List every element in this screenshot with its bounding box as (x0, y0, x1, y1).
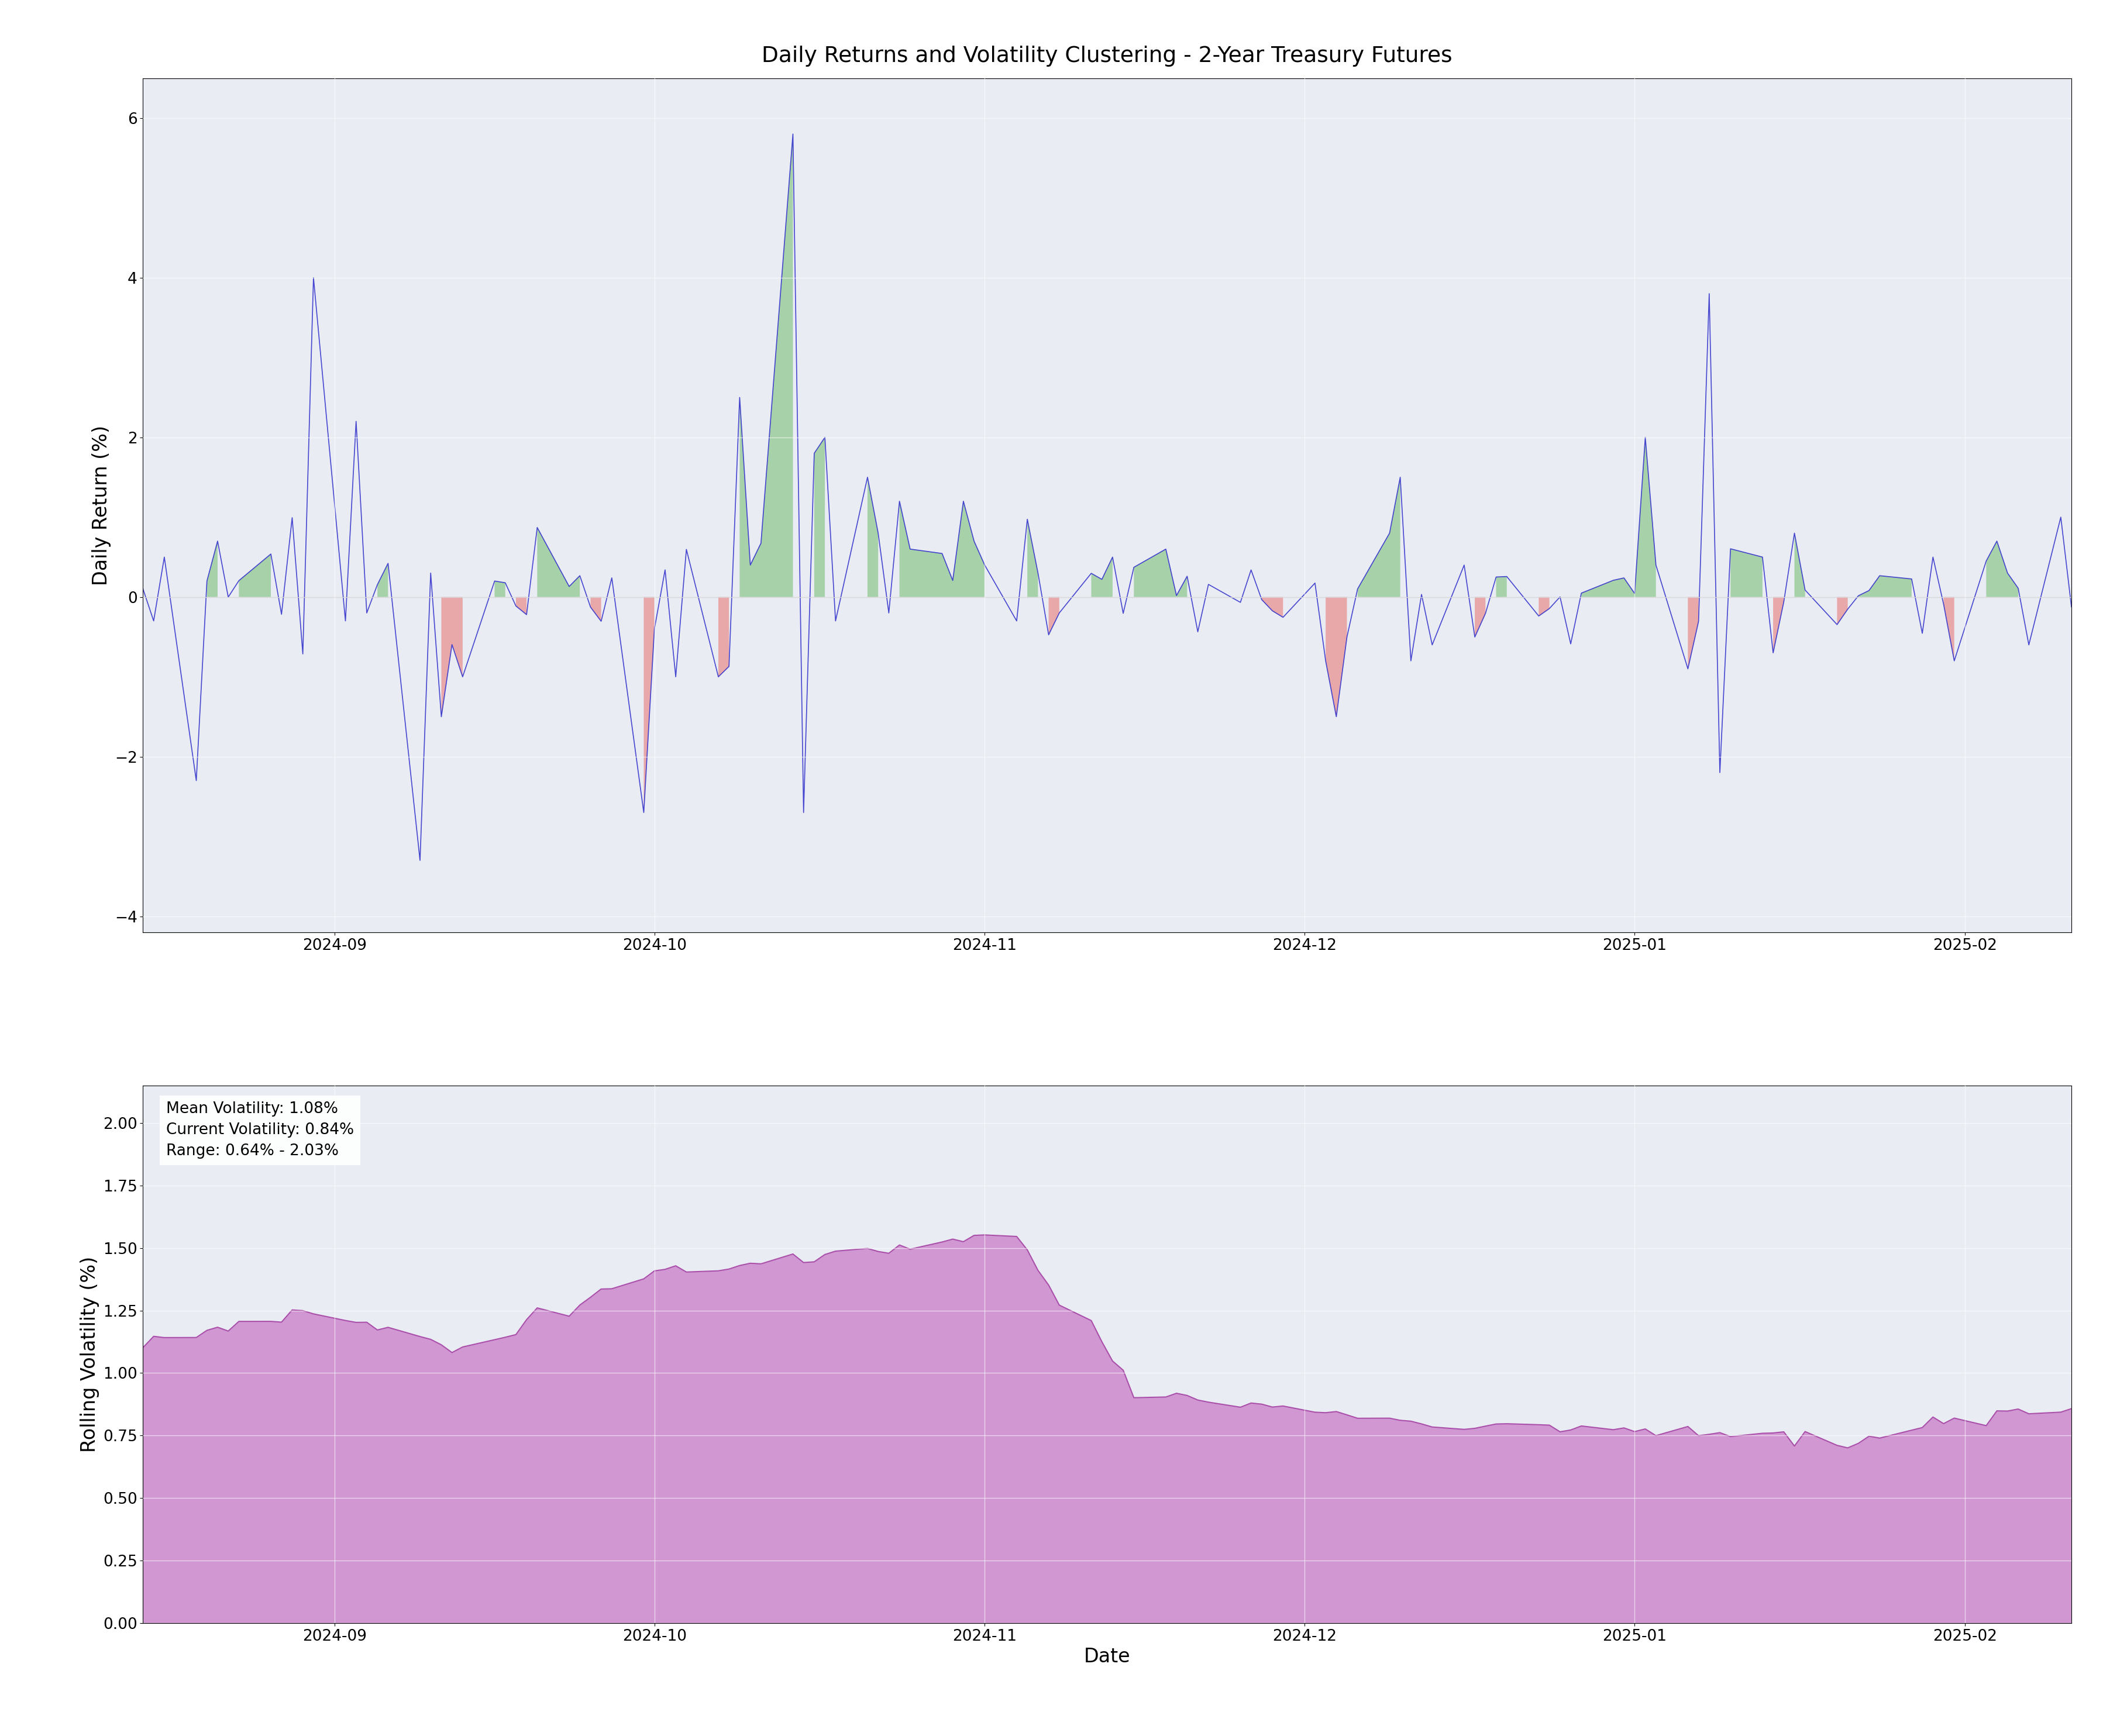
X-axis label: Date: Date (1083, 1647, 1131, 1667)
Text: Mean Volatility: 1.08%
Current Volatility: 0.84%
Range: 0.64% - 2.03%: Mean Volatility: 1.08% Current Volatilit… (166, 1102, 353, 1160)
Y-axis label: Daily Return (%): Daily Return (%) (93, 425, 111, 585)
Title: Daily Returns and Volatility Clustering - 2-Year Treasury Futures: Daily Returns and Volatility Clustering … (761, 45, 1453, 66)
Y-axis label: Rolling Volatility (%): Rolling Volatility (%) (80, 1257, 99, 1453)
